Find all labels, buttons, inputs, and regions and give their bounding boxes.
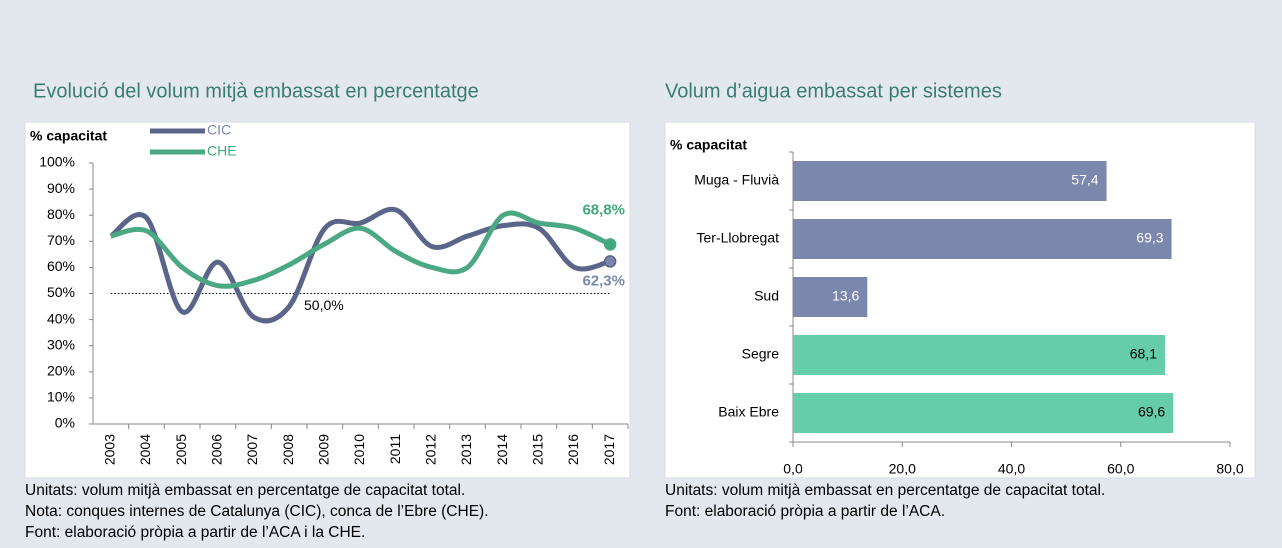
y-tick-label: Ter-Llobregat	[697, 230, 780, 246]
note: Unitats: volum mitjà embassat en percent…	[665, 482, 1105, 499]
bar	[793, 277, 868, 317]
x-tick-label: 80,0	[1216, 461, 1243, 477]
note: Nota: conques internes de Catalunya (CIC…	[25, 503, 489, 520]
x-tick-label: 2005	[173, 434, 189, 465]
y-tick-label: 100%	[39, 154, 75, 170]
x-tick-label: 2016	[565, 434, 581, 465]
chart-title: Volum d’aigua embassat per sistemes	[665, 80, 1002, 102]
y-tick-label: 10%	[47, 389, 75, 405]
x-tick-label: 2015	[530, 434, 546, 465]
data-label: 62,3%	[582, 272, 625, 289]
axis-label: % capacitat	[670, 137, 747, 153]
y-tick-label: 50%	[47, 284, 75, 300]
bar	[793, 335, 1165, 375]
x-tick-label: 40,0	[998, 461, 1025, 477]
legend-label: CHE	[207, 143, 237, 159]
panel	[24, 121, 631, 479]
note: Font: elaboració pròpia a partir de l’AC…	[25, 524, 365, 541]
data-label: 68,1	[1130, 346, 1157, 362]
y-tick-label: Segre	[742, 346, 780, 362]
y-tick-label: 40%	[47, 310, 75, 326]
x-tick-label: 2011	[387, 434, 403, 464]
data-label: 69,6	[1138, 404, 1165, 420]
x-tick-label: 2012	[423, 434, 439, 465]
y-tick-label: Muga - Fluvià	[694, 172, 779, 188]
data-label: 13,6	[832, 288, 859, 304]
end-point	[603, 238, 617, 251]
x-tick-label: 2010	[351, 434, 367, 465]
x-tick-label: 2008	[280, 434, 296, 465]
note: Unitats: volum mitjà embassat en percent…	[25, 482, 465, 499]
x-tick-label: 2007	[244, 434, 260, 465]
x-tick-label: 20,0	[889, 461, 916, 477]
y-tick-label: 0%	[55, 415, 75, 431]
y-tick-label: Sud	[754, 288, 779, 304]
x-tick-label: 2009	[316, 434, 332, 465]
line	[109, 206, 611, 324]
x-tick-label: 60,0	[1107, 461, 1134, 477]
line	[110, 210, 612, 289]
axis-label: % capacitat	[30, 128, 107, 144]
x-tick-label: 2014	[494, 434, 510, 465]
y-tick-label: 30%	[47, 336, 75, 352]
y-tick-label: 60%	[47, 258, 75, 274]
bar	[793, 393, 1174, 433]
y-tick-label: 80%	[47, 206, 75, 222]
end-point	[603, 255, 617, 268]
reference-label: 50,0%	[304, 297, 344, 313]
x-tick-label: 2013	[458, 434, 474, 465]
note: Font: elaboració pròpia a partir de l’AC…	[665, 503, 945, 520]
legend-label: CIC	[207, 122, 231, 138]
bar	[793, 219, 1172, 259]
y-tick-label: 90%	[47, 180, 75, 196]
chart-title: Evolució del volum mitjà embassat en per…	[33, 80, 479, 102]
x-tick-label: 2006	[209, 434, 225, 465]
x-tick-label: 2017	[601, 434, 617, 465]
data-label: 57,4	[1071, 172, 1098, 188]
y-tick-label: Baix Ebre	[718, 404, 779, 420]
x-tick-label: 2003	[102, 434, 118, 465]
data-label: 68,8%	[582, 201, 625, 218]
x-tick-label: 0,0	[783, 461, 803, 477]
x-tick-label: 2004	[137, 434, 153, 465]
y-tick-label: 70%	[47, 232, 75, 248]
y-tick-label: 20%	[47, 363, 75, 379]
data-label: 69,3	[1136, 230, 1163, 246]
bar	[793, 161, 1107, 201]
